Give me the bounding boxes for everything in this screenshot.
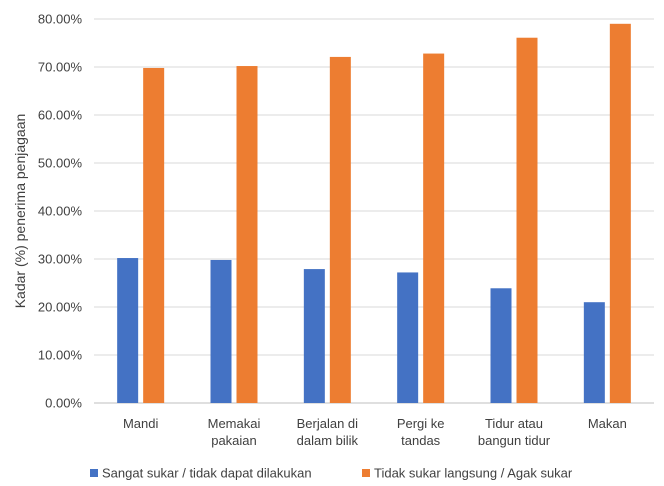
y-tick-label: 70.00% — [38, 60, 83, 75]
bar-tidak-sukar — [236, 66, 258, 403]
y-tick-label: 30.00% — [38, 252, 83, 267]
bar-sangat-sukar — [210, 259, 232, 403]
y-tick-label: 10.00% — [38, 348, 83, 363]
y-tick-label: 50.00% — [38, 156, 83, 171]
y-tick-label: 80.00% — [38, 12, 83, 27]
bar-tidak-sukar — [609, 23, 631, 404]
bars — [117, 23, 631, 404]
y-tick-label: 40.00% — [38, 204, 83, 219]
bar-sangat-sukar — [303, 269, 325, 403]
category-label: Berjalan di dalam bilik — [297, 416, 359, 448]
y-tick-label: 0.00% — [45, 396, 82, 411]
category-label: Makan — [588, 416, 627, 431]
bar-tidak-sukar — [516, 37, 538, 403]
legend-swatch — [90, 469, 98, 477]
bar-tidak-sukar — [329, 56, 351, 404]
category-labels: Mandi Memakai pakaian Berjalan di dalam bili… — [123, 416, 627, 448]
bar-tidak-sukar — [143, 67, 165, 404]
bar-sangat-sukar — [397, 272, 419, 403]
legend-label: Sangat sukar / tidak dapat dilakukan — [102, 466, 312, 481]
legend-label: Tidak sukar langsung / Agak sukar — [374, 466, 573, 481]
bar-tidak-sukar — [423, 53, 445, 404]
bar-sangat-sukar — [490, 288, 512, 403]
category-label: Memakai pakaian — [208, 416, 261, 448]
y-tick-label: 60.00% — [38, 108, 83, 123]
y-tick-labels: 0.00% 10.00% 20.00% 30.00% 40.00% 50.00% 60.00… — [38, 12, 83, 411]
category-label: Pergi ke tandas — [397, 416, 445, 448]
bar-sangat-sukar — [117, 258, 139, 403]
y-tick-label: 20.00% — [38, 300, 83, 315]
y-axis-label: Kadar (%) penerima penjagaan — [12, 114, 28, 309]
legend: Sangat sukar / tidak dapat dilakukan Tida… — [90, 466, 573, 481]
legend-swatch — [362, 469, 370, 477]
category-label: Tidur atau bangun tidur — [478, 416, 551, 448]
bar-sangat-sukar — [583, 302, 605, 403]
category-label: Mandi — [123, 416, 159, 431]
gridlines — [94, 18, 654, 404]
